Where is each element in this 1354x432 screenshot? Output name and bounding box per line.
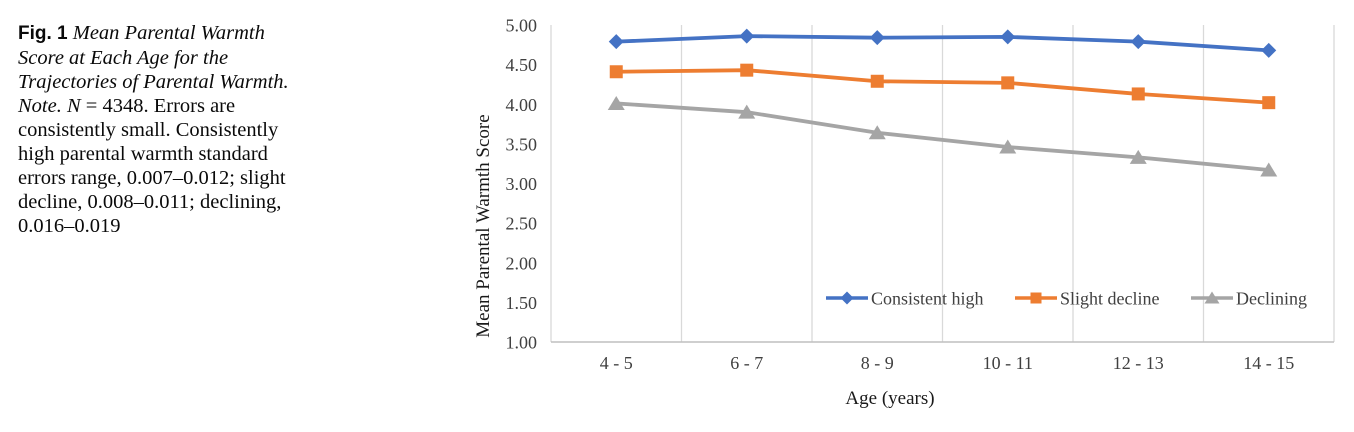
marker-slight-decline [1001, 76, 1015, 90]
marker-slight-decline [870, 74, 884, 88]
legend-label-consistent-high: Consistent high [871, 289, 984, 309]
marker-declining [1129, 149, 1147, 164]
marker-consistent-high [1130, 34, 1146, 50]
marker-declining [607, 95, 625, 110]
y-tick-label: 2.50 [506, 214, 538, 234]
marker-consistent-high [1000, 29, 1016, 45]
figure-caption: Fig. 1 Mean Parental Warmth Score at Eac… [18, 21, 310, 238]
legend-marker-slight-decline [1030, 292, 1042, 304]
x-tick-label: 4 - 5 [600, 353, 633, 373]
x-tick-label: 10 - 11 [983, 353, 1033, 373]
x-tick-label: 6 - 7 [730, 353, 763, 373]
series-line-slight-decline [614, 68, 1271, 105]
y-tick-label: 3.00 [506, 174, 538, 194]
caption-run-5: = 4348. Errors are consistently small. C… [18, 95, 286, 237]
series-line-consistent-high [614, 34, 1271, 53]
marker-declining [1260, 162, 1278, 177]
y-tick-label: 2.00 [506, 253, 538, 273]
x-tick-label: 14 - 15 [1243, 353, 1294, 373]
series-line-declining [614, 101, 1271, 172]
y-tick-label: 1.00 [506, 333, 538, 353]
caption-run-2: Mean Parental Warmth Score at Each Age f… [18, 22, 289, 117]
marker-consistent-high [739, 28, 755, 44]
marker-slight-decline [1131, 87, 1145, 101]
marker-slight-decline [1262, 96, 1276, 110]
y-tick-label: 4.50 [506, 55, 538, 75]
marker-declining [999, 139, 1017, 154]
marker-declining [738, 104, 756, 119]
y-axis-title: Mean Parental Warmth Score [473, 114, 494, 337]
legend-label-slight-decline: Slight decline [1060, 289, 1159, 309]
caption-run-0: Fig. 1 [18, 23, 68, 44]
marker-consistent-high [869, 30, 885, 46]
y-tick-label: 4.00 [506, 95, 538, 115]
x-tick-label: 12 - 13 [1113, 353, 1164, 373]
marker-consistent-high [608, 34, 624, 50]
y-tick-label: 1.50 [506, 293, 538, 313]
marker-slight-decline [740, 63, 754, 77]
marker-declining [868, 125, 886, 140]
y-tick-label: 5.00 [506, 16, 538, 36]
x-tick-label: 8 - 9 [861, 353, 894, 373]
legend-marker-consistent-high [840, 291, 854, 305]
marker-slight-decline [609, 65, 623, 79]
legend-label-declining: Declining [1236, 289, 1307, 309]
caption-run-4: N [66, 95, 81, 117]
x-axis-title: Age (years) [845, 388, 934, 409]
y-tick-label: 3.50 [506, 134, 538, 154]
legend-marker-declining [1204, 291, 1220, 304]
marker-consistent-high [1261, 42, 1277, 58]
